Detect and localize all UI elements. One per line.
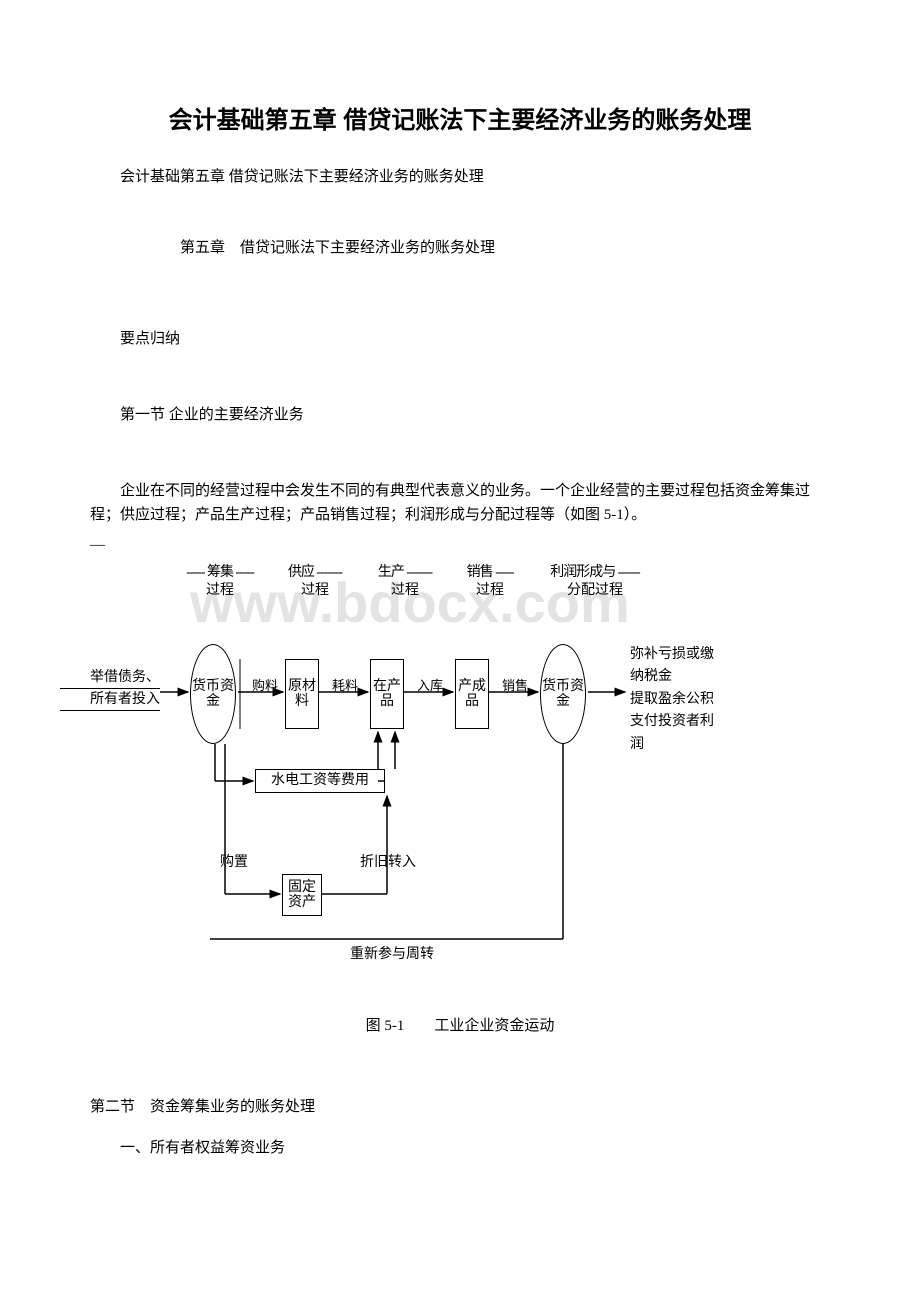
node-fixed-asset: 固定资产 bbox=[282, 874, 322, 916]
stage-label: ----- 筹集 ----- bbox=[170, 564, 270, 582]
label-recycle: 重新参与周转 bbox=[350, 944, 434, 962]
arrow-label-buy: 购料 bbox=[250, 679, 280, 693]
arrows-svg bbox=[60, 564, 800, 994]
label-purchase: 购置 bbox=[220, 854, 248, 872]
document-title: 会计基础第五章 借贷记账法下主要经济业务的账务处理 bbox=[90, 100, 830, 135]
chapter-heading: 第五章 借贷记账法下主要经济业务的账务处理 bbox=[180, 236, 830, 257]
document-subtitle: 会计基础第五章 借贷记账法下主要经济业务的账务处理 bbox=[90, 165, 830, 186]
section1-heading: 第一节 企业的主要经济业务 bbox=[90, 403, 830, 424]
node-raw-material: 原材料 bbox=[285, 659, 319, 729]
node-money-2: 货币资金 bbox=[540, 644, 586, 744]
figure-caption: 图 5-1 工业企业资金运动 bbox=[90, 1014, 830, 1035]
flowchart-diagram: ----- 筹集 ----- 过程 供应 ------- 过程 生产 -----… bbox=[60, 564, 800, 994]
section2-item1: 一、所有者权益筹资业务 bbox=[90, 1136, 830, 1157]
input-label: 举借债务、 所有者投入 bbox=[60, 669, 160, 711]
arrow-label-stock: 入库 bbox=[415, 679, 445, 693]
arrow-label-consume: 耗料 bbox=[330, 679, 360, 693]
node-money-1: 货币资金 bbox=[190, 644, 236, 744]
stage-label: 生产 ------- bbox=[360, 564, 450, 582]
stage-sublabel: 过程 bbox=[270, 582, 360, 600]
node-utility: 水电工资等费用 bbox=[255, 769, 385, 793]
node-finished: 产成品 bbox=[455, 659, 489, 729]
node-wip: 在产品 bbox=[370, 659, 404, 729]
dash-mark: — bbox=[90, 537, 830, 554]
stage-sublabel: 过程 bbox=[450, 582, 530, 600]
section2-heading: 第二节 资金筹集业务的账务处理 bbox=[90, 1095, 830, 1116]
keypoints-label: 要点归纳 bbox=[90, 327, 830, 348]
stage-label: 销售 ----- bbox=[450, 564, 530, 582]
stage-sublabel: 过程 bbox=[360, 582, 450, 600]
arrow-label-sell: 销售 bbox=[500, 679, 530, 693]
body-paragraph: 企业在不同的经营过程中会发生不同的有典型代表意义的业务。一个企业经营的主要过程包… bbox=[90, 479, 830, 527]
stage-row: ----- 筹集 ----- 过程 供应 ------- 过程 生产 -----… bbox=[170, 564, 660, 600]
stage-sublabel: 分配过程 bbox=[530, 582, 660, 600]
label-depreciation: 折旧转入 bbox=[360, 854, 416, 872]
stage-sublabel: 过程 bbox=[170, 582, 270, 600]
stage-label: 供应 ------- bbox=[270, 564, 360, 582]
stage-label: 利润形成与 ------ bbox=[530, 564, 660, 582]
output-list: 弥补亏损或缴 纳税金 提取盈余公积 支付投资者利 润 bbox=[630, 644, 770, 756]
